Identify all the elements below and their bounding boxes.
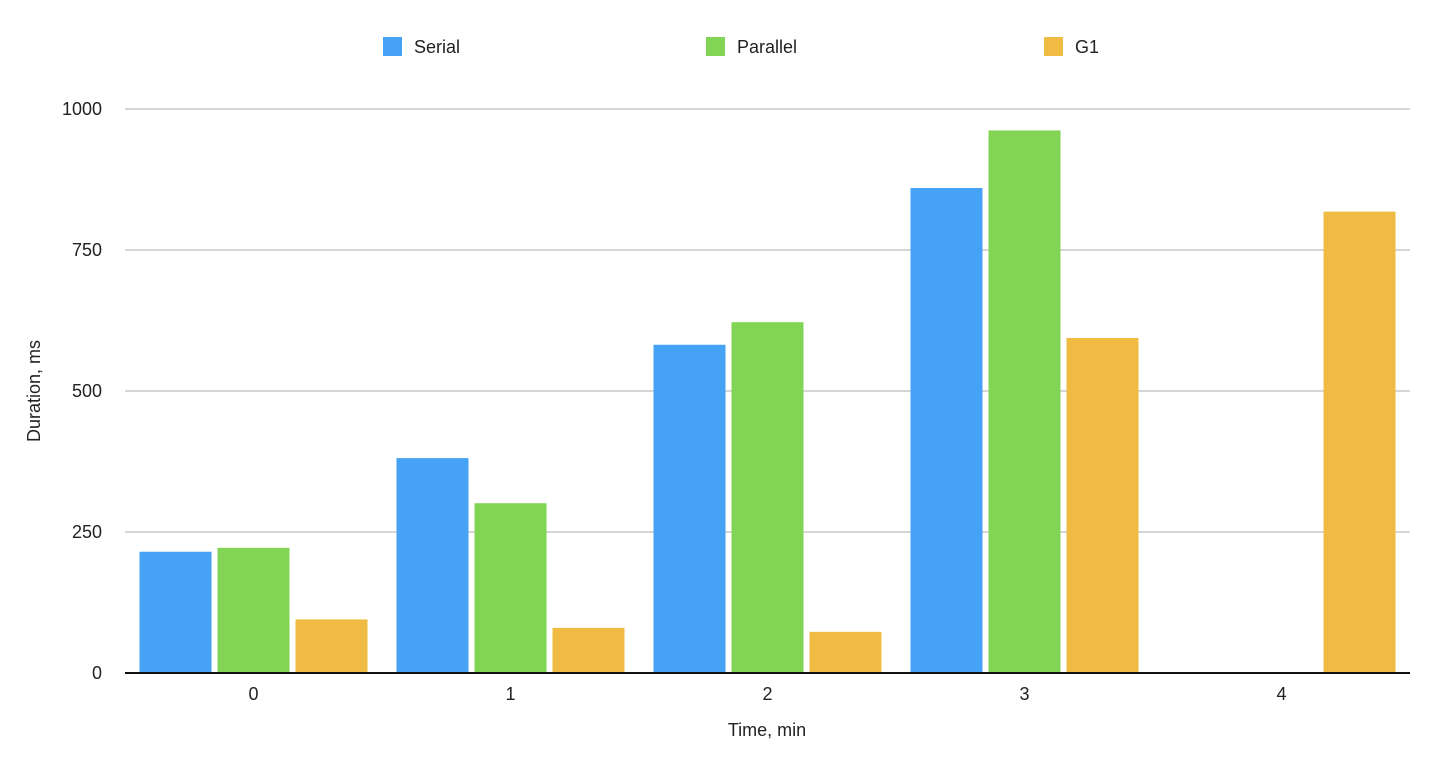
legend: Serial Parallel G1	[383, 37, 1099, 57]
y-tick-label: 750	[72, 240, 102, 260]
bar-g1-0	[295, 619, 368, 673]
y-tick-label: 1000	[62, 99, 102, 119]
bar-serial-2	[653, 344, 726, 673]
axes: 0 250 500 750 1000 0 1 2 3 4	[62, 99, 1410, 704]
x-tick-label: 3	[1019, 684, 1029, 704]
bar-g1-3	[1066, 337, 1139, 673]
x-tick-label: 4	[1276, 684, 1286, 704]
x-tick-label: 1	[505, 684, 515, 704]
bar-g1-1	[552, 627, 625, 673]
legend-swatch-parallel	[706, 37, 725, 56]
bar-parallel-2	[731, 322, 804, 673]
bar-serial-1	[396, 458, 469, 673]
bar-parallel-1	[474, 503, 547, 673]
bar-serial-0	[139, 551, 212, 673]
bar-g1-4	[1323, 211, 1396, 673]
bar-g1-2	[809, 631, 882, 673]
x-axis-title: Time, min	[728, 720, 806, 740]
legend-label-parallel: Parallel	[737, 37, 797, 57]
legend-swatch-serial	[383, 37, 402, 56]
bar-parallel-3	[988, 130, 1061, 673]
x-tick-label: 2	[762, 684, 772, 704]
legend-label-g1: G1	[1075, 37, 1099, 57]
y-tick-label: 250	[72, 522, 102, 542]
bar-parallel-0	[217, 547, 290, 673]
bar-serial-3	[910, 187, 983, 673]
y-axis-title: Duration, ms	[24, 340, 44, 442]
y-tick-label: 500	[72, 381, 102, 401]
bars	[139, 130, 1396, 673]
y-tick-label: 0	[92, 663, 102, 683]
legend-swatch-g1	[1044, 37, 1063, 56]
legend-label-serial: Serial	[414, 37, 460, 57]
x-tick-label: 0	[248, 684, 258, 704]
